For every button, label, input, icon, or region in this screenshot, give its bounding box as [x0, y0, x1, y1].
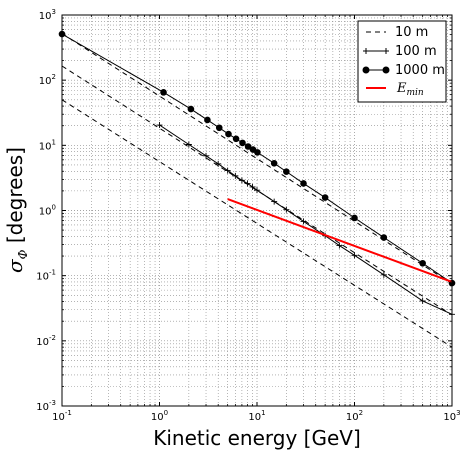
y-tick-label: 100: [39, 204, 56, 218]
ticks: [61, 14, 453, 407]
legend-label-emin-base: E: [396, 81, 407, 96]
series-100-m-point: [419, 297, 426, 304]
series-1000-m-point: [270, 160, 278, 167]
y-axis-title: σΦ [degrees]: [3, 147, 30, 273]
series-100-m-point: [380, 271, 387, 278]
tick-labels: 10-1 100 101 102 103 10-3 10-2 10-1 100 101 102 103: [36, 8, 460, 423]
series-layer: [58, 30, 456, 348]
series-1000-m-point: [321, 194, 329, 201]
series-100-m-point: [300, 218, 307, 225]
y-tick-label: 10-1: [36, 269, 56, 283]
x-axis-title: Kinetic energy [GeV]: [153, 426, 361, 450]
legend-label-10m: 10 m: [395, 25, 428, 40]
x-tick-label: 100: [151, 409, 168, 423]
legend-label-emin-sub: min: [407, 88, 424, 98]
series-1000-m-point: [225, 130, 232, 138]
legend-marker-1000m-a: [362, 66, 370, 74]
legend-label-100m: 100 m: [395, 44, 437, 59]
legend-marker-100m: [363, 48, 389, 54]
x-tick-label: 103: [443, 409, 460, 423]
x-tick-label: 102: [346, 409, 363, 423]
series-10-m-line: [61, 99, 453, 348]
x-tick-label: 10-1: [52, 409, 72, 423]
y-tick-label: 10-3: [36, 399, 56, 413]
series-e-min-line: [227, 198, 453, 283]
series-100-m-point: [283, 206, 290, 213]
series-1000-m-point: [419, 259, 426, 267]
legend-label-1000m: 1000 m: [395, 63, 445, 78]
y-tick-label: 101: [39, 138, 56, 152]
series-100-m-point: [203, 152, 210, 159]
series-100-m-point: [238, 177, 245, 184]
series-1000-m-point: [254, 149, 261, 156]
series-100-m-point: [185, 141, 192, 148]
series-100-m-point: [232, 172, 239, 179]
series-1000-m-point: [283, 168, 290, 175]
series-1000-m-point: [204, 116, 211, 124]
legend: 10 m 100 m 1000 m Emin: [357, 20, 447, 103]
series-100-m-point: [351, 252, 358, 259]
series-100-m-point: [254, 187, 260, 194]
y-tick-label: 102: [39, 73, 56, 87]
series-1000-m-point: [300, 180, 307, 187]
series-1000-m-point: [244, 143, 252, 150]
legend-label-emin: Emin: [396, 81, 424, 98]
legend-marker-1000m-b: [382, 66, 390, 74]
series-100-m-point: [244, 180, 251, 187]
series-1000-m-point: [160, 89, 167, 96]
x-tick-label: 101: [248, 409, 265, 423]
series-1000-m-point: [351, 214, 358, 222]
series-1000-m-point: [232, 135, 240, 143]
y-tick-label: 10-2: [36, 334, 56, 348]
series-100-m-point: [249, 183, 256, 190]
series-100-m-point: [224, 167, 231, 174]
series-100-m-point: [336, 242, 343, 249]
series-1000-m-point: [380, 234, 388, 241]
series-100-m-point: [215, 160, 222, 167]
series-1000-m-point: [187, 105, 195, 113]
series-100-m-point: [156, 122, 163, 129]
series-100-m-point: [271, 198, 278, 205]
series-1000-m-point: [239, 139, 246, 147]
series-1000-m-point: [215, 124, 223, 132]
y-tick-label: 103: [39, 8, 56, 22]
